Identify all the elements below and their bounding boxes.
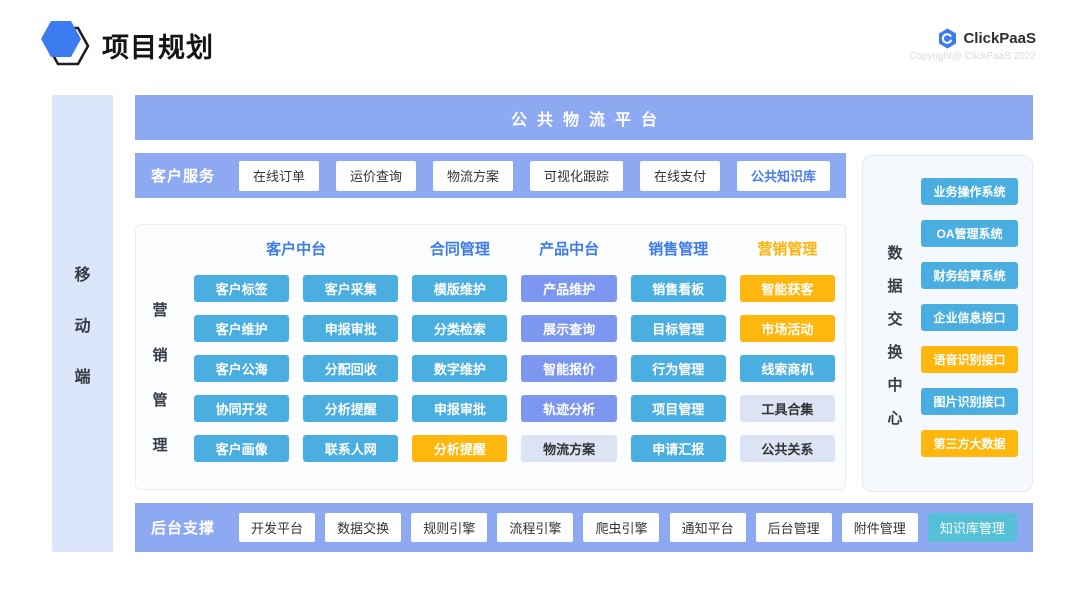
grid-cell[interactable]: 工具合集 xyxy=(739,395,835,422)
marketing-panel-grid: 客户标签 客户采集 模版维护 产品维护 销售看板 智能获客 客户维护 申报审批 … xyxy=(194,275,835,462)
grid-cell[interactable]: 线索商机 xyxy=(739,355,835,382)
grid-cell[interactable]: 分析提醒 xyxy=(412,435,508,462)
exchange-item[interactable]: 业务操作系统 xyxy=(921,178,1018,205)
grid-cell[interactable]: 客户标签 xyxy=(194,275,290,302)
service-button[interactable]: 运价查询 xyxy=(336,160,417,191)
exchange-item[interactable]: 第三方大数据 xyxy=(921,430,1018,457)
clickpaas-logo-icon xyxy=(939,28,957,49)
column-header: 销售管理 xyxy=(648,241,709,258)
grid-cell[interactable]: 数字维护 xyxy=(412,355,508,382)
exchange-item[interactable]: 财务结算系统 xyxy=(921,262,1018,289)
grid-cell[interactable]: 项目管理 xyxy=(630,395,726,422)
marketing-panel-headers: 客户中台 合同管理 产品中台 销售管理 营销管理 xyxy=(194,238,835,259)
column-header: 合同管理 xyxy=(429,241,490,258)
customer-service-label: 客户服务 xyxy=(151,168,216,185)
customer-service-banner: 客户服务 在线订单 运价查询 物流方案 可视化跟踪 在线支付 公共知识库 xyxy=(135,153,846,198)
customer-service-buttons: 在线订单 运价查询 物流方案 可视化跟踪 在线支付 公共知识库 xyxy=(239,160,830,191)
column-header: 营销管理 xyxy=(757,241,818,258)
service-button[interactable]: 在线支付 xyxy=(639,160,720,191)
exchange-item[interactable]: 图片识别接口 xyxy=(921,388,1018,415)
grid-cell[interactable]: 分类检索 xyxy=(412,315,508,342)
backend-button[interactable]: 流程引擎 xyxy=(497,513,574,542)
grid-cell[interactable]: 模版维护 xyxy=(412,275,508,302)
exchange-item[interactable]: 语音识别接口 xyxy=(921,346,1018,373)
grid-cell[interactable]: 客户采集 xyxy=(303,275,399,302)
backend-button[interactable]: 规则引擎 xyxy=(411,513,488,542)
grid-cell[interactable]: 智能获客 xyxy=(739,275,835,302)
grid-cell[interactable]: 目标管理 xyxy=(630,315,726,342)
marketing-panel-side-label: 营销管理 xyxy=(152,302,168,454)
backend-support-label: 后台支撑 xyxy=(151,520,216,537)
grid-cell[interactable]: 展示查询 xyxy=(521,315,617,342)
backend-button[interactable]: 数据交换 xyxy=(325,513,402,542)
marketing-panel: 营销管理 客户中台 合同管理 产品中台 销售管理 营销管理 客户标签 客户采集 … xyxy=(135,224,846,490)
brand-block: ClickPaaS Copyright@ ClickPaaS 2022 xyxy=(909,28,1036,62)
service-button[interactable]: 在线订单 xyxy=(239,160,320,191)
hexagon-logo-icon xyxy=(41,21,90,66)
grid-cell[interactable]: 客户维护 xyxy=(194,315,290,342)
mobile-sidebar-label: 移动端 xyxy=(74,266,91,386)
grid-cell[interactable]: 行为管理 xyxy=(630,355,726,382)
backend-support-buttons: 开发平台 数据交换 规则引擎 流程引擎 爬虫引擎 通知平台 后台管理 附件管理 … xyxy=(239,513,1017,542)
backend-support-banner: 后台支撑 开发平台 数据交换 规则引擎 流程引擎 爬虫引擎 通知平台 后台管理 … xyxy=(135,503,1033,552)
grid-cell[interactable]: 公共关系 xyxy=(739,435,835,462)
mobile-sidebar: 移动端 xyxy=(52,95,113,552)
grid-cell[interactable]: 客户公海 xyxy=(194,355,290,382)
service-button-knowledge-base[interactable]: 公共知识库 xyxy=(736,160,830,191)
platform-banner: 公共物流平台 xyxy=(135,95,1033,140)
grid-cell[interactable]: 客户画像 xyxy=(194,435,290,462)
service-button[interactable]: 物流方案 xyxy=(432,160,513,191)
exchange-item[interactable]: 企业信息接口 xyxy=(921,304,1018,331)
grid-cell[interactable]: 协同开发 xyxy=(194,395,290,422)
grid-cell[interactable]: 申报审批 xyxy=(303,315,399,342)
backend-button[interactable]: 开发平台 xyxy=(239,513,316,542)
backend-button-knowledge-base[interactable]: 知识库管理 xyxy=(927,513,1017,542)
grid-cell[interactable]: 分配回收 xyxy=(303,355,399,382)
grid-cell[interactable]: 市场活动 xyxy=(739,315,835,342)
backend-button[interactable]: 通知平台 xyxy=(669,513,746,542)
grid-cell[interactable]: 申请汇报 xyxy=(630,435,726,462)
grid-cell[interactable]: 产品维护 xyxy=(521,275,617,302)
column-header: 产品中台 xyxy=(539,241,600,258)
brand-copyright: Copyright@ ClickPaaS 2022 xyxy=(909,51,1036,62)
column-header: 客户中台 xyxy=(266,241,327,258)
exchange-item[interactable]: OA管理系统 xyxy=(921,220,1018,247)
data-exchange-panel: 数据交换中心 业务操作系统 OA管理系统 财务结算系统 企业信息接口 语音识别接… xyxy=(862,155,1033,492)
grid-cell[interactable]: 智能报价 xyxy=(521,355,617,382)
data-exchange-items: 业务操作系统 OA管理系统 财务结算系统 企业信息接口 语音识别接口 图片识别接… xyxy=(921,178,1018,457)
grid-cell[interactable]: 申报审批 xyxy=(412,395,508,422)
grid-cell[interactable]: 物流方案 xyxy=(521,435,617,462)
brand-name: ClickPaaS xyxy=(963,30,1036,47)
grid-cell[interactable]: 销售看板 xyxy=(630,275,726,302)
service-button[interactable]: 可视化跟踪 xyxy=(529,160,623,191)
backend-button[interactable]: 爬虫引擎 xyxy=(583,513,660,542)
backend-button[interactable]: 后台管理 xyxy=(755,513,832,542)
backend-button[interactable]: 附件管理 xyxy=(841,513,918,542)
grid-cell[interactable]: 联系人网 xyxy=(303,435,399,462)
platform-banner-label: 公共物流平台 xyxy=(510,111,667,129)
data-exchange-side-label: 数据交换中心 xyxy=(887,245,903,427)
page-title: 项目规划 xyxy=(102,33,214,63)
grid-cell[interactable]: 分析提醒 xyxy=(303,395,399,422)
grid-cell[interactable]: 轨迹分析 xyxy=(521,395,617,422)
